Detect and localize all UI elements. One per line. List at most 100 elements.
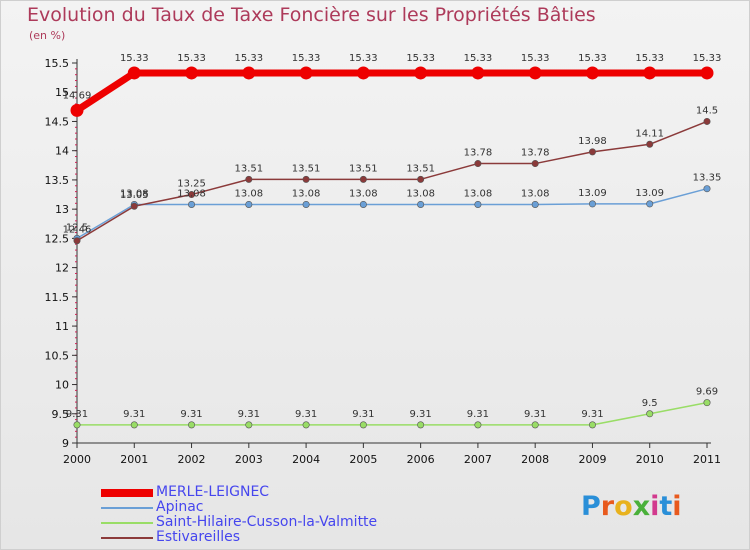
- data-label: 9.31: [123, 409, 145, 420]
- series-line-Saint-Hilaire-Cusson-la-Valmitte: [77, 401, 708, 426]
- series-line-MERLE-LEIGNEC: [75, 69, 707, 114]
- data-point: [646, 410, 654, 418]
- data-label: 9.31: [410, 409, 432, 420]
- data-point: [185, 66, 199, 80]
- x-tick-label: 2008: [521, 453, 549, 466]
- data-label: 15.33: [578, 53, 607, 64]
- data-point: [302, 175, 310, 183]
- logo-letter: r: [600, 491, 615, 522]
- x-tick-label: 2006: [407, 453, 435, 466]
- logo-letter: x: [632, 491, 651, 522]
- data-label: 13.08: [349, 188, 378, 199]
- y-tick-label: 9: [62, 437, 69, 450]
- x-tick-label: 2005: [349, 453, 377, 466]
- data-label: 13.78: [464, 148, 493, 159]
- data-label: 9.31: [295, 409, 317, 420]
- data-label: 9.31: [66, 409, 88, 420]
- legend-label: Estivareilles: [156, 529, 241, 545]
- data-label: 9.69: [696, 387, 718, 398]
- data-label: 13.08: [464, 188, 493, 199]
- data-label: 13.08: [120, 188, 149, 199]
- data-label: 13.09: [578, 188, 607, 199]
- logo-letter: t: [659, 491, 673, 522]
- data-point: [359, 421, 367, 429]
- data-point: [531, 160, 539, 168]
- data-label: 15.33: [292, 53, 321, 64]
- data-label: 15.33: [349, 53, 378, 64]
- legend-swatch: [101, 489, 153, 497]
- legend-label: Apinac: [156, 499, 204, 515]
- legend-swatch: [101, 537, 153, 539]
- logo-letter: i: [672, 491, 682, 522]
- legend-label: MERLE-LEIGNEC: [156, 484, 270, 500]
- data-point: [528, 66, 542, 80]
- x-tick-label: 2003: [235, 453, 263, 466]
- data-point: [585, 66, 599, 80]
- data-label: 13.51: [234, 163, 263, 174]
- data-label: 9.5: [642, 398, 658, 409]
- data-point: [127, 66, 141, 80]
- data-label: 13.08: [406, 188, 435, 199]
- y-tick-label: 13.5: [45, 174, 70, 187]
- data-point: [359, 200, 367, 208]
- data-point: [474, 421, 482, 429]
- data-point: [302, 200, 310, 208]
- data-label: 13.08: [177, 188, 206, 199]
- data-point: [417, 175, 425, 183]
- data-point: [471, 66, 485, 80]
- axes: 9 9.5 10 10.5 11 11.5 12 12.5 13 13.5 14 14.5 15 15.5…: [45, 57, 722, 466]
- data-label: 13.78: [521, 148, 550, 159]
- y-tick-label: 9.5: [52, 408, 70, 421]
- data-point: [188, 200, 196, 208]
- data-point: [356, 66, 370, 80]
- data-label: 9.31: [524, 409, 546, 420]
- data-label: 9.31: [352, 409, 374, 420]
- data-point: [703, 185, 711, 193]
- data-label: 13.98: [578, 136, 607, 147]
- data-label: 13.25: [177, 179, 206, 190]
- data-point: [417, 200, 425, 208]
- data-label: 15.33: [234, 53, 263, 64]
- data-label: 15.33: [693, 53, 722, 64]
- data-point: [703, 117, 711, 125]
- data-label: 9.31: [238, 409, 260, 420]
- data-point: [474, 200, 482, 208]
- chart-title: Evolution du Taux de Taxe Foncière sur l…: [27, 4, 596, 26]
- legend-swatch: [101, 507, 153, 509]
- x-tick-label: 2001: [120, 453, 148, 466]
- data-label: 12.5: [66, 222, 88, 233]
- data-point: [643, 66, 657, 80]
- data-point: [414, 66, 428, 80]
- data-label: 15.33: [635, 53, 664, 64]
- data-label: 9.31: [180, 409, 202, 420]
- legend-label: Saint-Hilaire-Cusson-la-Valmitte: [156, 514, 378, 530]
- data-point: [646, 200, 654, 208]
- x-tick-label: 2004: [292, 453, 320, 466]
- data-label: 9.31: [467, 409, 489, 420]
- data-point: [73, 237, 81, 245]
- data-point: [242, 66, 256, 80]
- y-tick-label: 12: [55, 262, 69, 275]
- data-label: 14.69: [63, 90, 92, 101]
- data-point: [302, 421, 310, 429]
- x-tick-label: 2011: [693, 453, 721, 466]
- data-point: [588, 421, 596, 429]
- legend-swatch: [101, 522, 153, 524]
- data-point: [245, 175, 253, 183]
- data-label: 13.05: [120, 190, 149, 201]
- y-tick-label: 11: [55, 320, 69, 333]
- labels-layer: 14.69 15.33 15.33 15.33 15.33 15.33 15.33 15.33…: [63, 53, 722, 420]
- data-point: [188, 421, 196, 429]
- data-point: [531, 200, 539, 208]
- data-point: [299, 66, 313, 80]
- data-label: 13.51: [406, 163, 435, 174]
- x-tick-label: 2009: [578, 453, 606, 466]
- data-label: 13.51: [292, 163, 321, 174]
- unit-label: (en %): [29, 29, 66, 42]
- series-layer: [70, 66, 714, 429]
- logo-letter: P: [581, 491, 601, 522]
- data-label: 14.11: [635, 128, 664, 139]
- data-point: [646, 140, 654, 148]
- logo-letter: i: [650, 491, 660, 522]
